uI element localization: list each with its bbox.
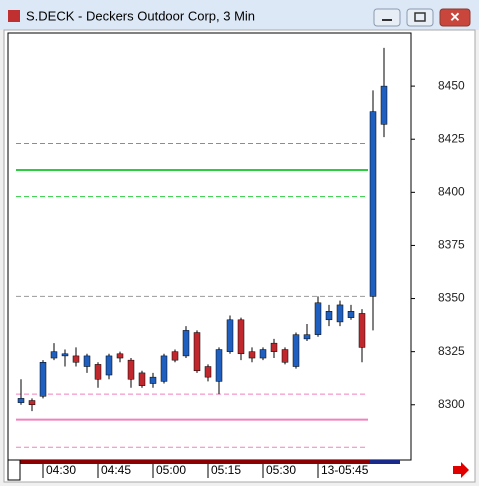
- candle-body: [50, 351, 58, 359]
- y-tick-label: 8350: [438, 291, 465, 305]
- candle-body: [138, 372, 146, 386]
- x-tick-label: 05:15: [211, 463, 241, 477]
- candle-body: [270, 342, 278, 352]
- candle-body: [314, 302, 322, 335]
- y-tick-label: 8400: [438, 185, 465, 199]
- x-tick-label: 04:30: [46, 463, 76, 477]
- candle-body: [127, 359, 135, 380]
- candle-body: [237, 319, 245, 355]
- x-tick-label: 04:45: [101, 463, 131, 477]
- scroll-arrow[interactable]: [453, 462, 469, 478]
- candle-body: [369, 111, 377, 297]
- candle-body: [39, 362, 47, 397]
- candle-body: [105, 355, 113, 376]
- time-strip-current: [370, 460, 400, 464]
- candle-body: [347, 311, 355, 318]
- minimize-button[interactable]: [373, 8, 401, 27]
- candle-body: [72, 355, 80, 363]
- candle-body: [193, 332, 201, 372]
- candle-body: [83, 355, 91, 367]
- candle-body: [259, 349, 267, 359]
- candle-body: [336, 304, 344, 323]
- candle-body: [94, 364, 102, 380]
- candle-body: [171, 351, 179, 361]
- candle-body: [28, 400, 36, 406]
- candle-body: [182, 330, 190, 357]
- maximize-icon: [414, 12, 426, 22]
- candle-body: [116, 353, 124, 359]
- candle-body: [226, 319, 234, 352]
- x-tick-label: 13-05:45: [321, 463, 369, 477]
- y-tick-label: 8300: [438, 397, 465, 411]
- y-tick-label: 8325: [438, 344, 465, 358]
- candle-body: [215, 349, 223, 382]
- candle-body: [61, 353, 69, 357]
- candle-body: [380, 85, 388, 125]
- corner-box[interactable]: [7, 459, 21, 481]
- candle-body: [281, 349, 289, 363]
- candle-body: [325, 311, 333, 321]
- y-tick-label: 8450: [438, 78, 465, 92]
- app-icon: [8, 10, 20, 22]
- window-buttons[interactable]: ✕: [373, 8, 471, 27]
- candle-body: [358, 313, 366, 348]
- candle-body: [303, 334, 311, 340]
- y-tick-label: 8375: [438, 238, 465, 252]
- x-tick-label: 05:30: [266, 463, 296, 477]
- y-tick-label: 8425: [438, 131, 465, 145]
- window-title: S.DECK - Deckers Outdoor Corp, 3 Min: [26, 8, 255, 23]
- candle-body: [160, 355, 168, 382]
- maximize-button[interactable]: [406, 8, 434, 27]
- candle-body: [292, 334, 300, 367]
- close-button[interactable]: [439, 8, 471, 27]
- candle-body: [248, 351, 256, 359]
- candle-body: [149, 376, 157, 384]
- candle-body: [17, 398, 25, 403]
- candle-body: [204, 366, 212, 378]
- close-icon: ✕: [450, 9, 461, 24]
- time-strip: [8, 460, 370, 464]
- plot-area: [7, 32, 412, 461]
- x-tick-label: 05:00: [156, 463, 186, 477]
